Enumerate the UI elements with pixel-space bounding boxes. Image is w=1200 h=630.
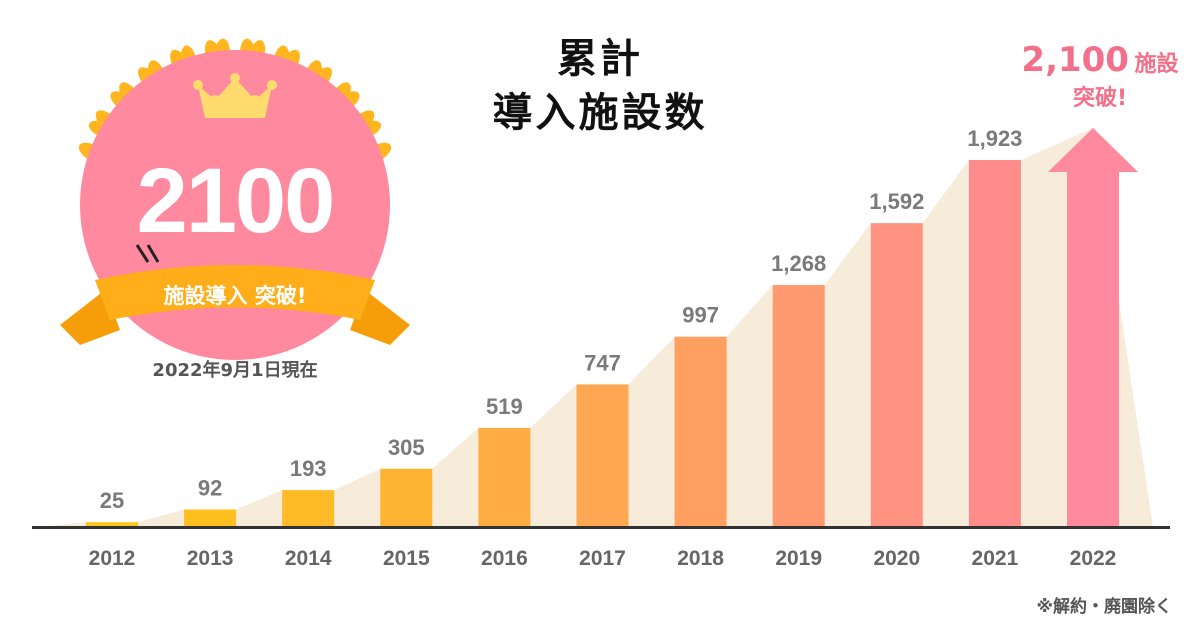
callout: 2,100 施設 突破! [1000, 40, 1200, 112]
character-leg [146, 244, 160, 263]
bar-2018 [674, 336, 727, 527]
crown-jewel [267, 80, 277, 90]
crown-jewel [210, 95, 220, 105]
tick-label-2017: 2017 [579, 547, 626, 570]
bar-2012 [86, 522, 138, 527]
bar-2014 [282, 490, 335, 527]
footnote: ※解約・廃園除く [1036, 597, 1172, 617]
tick-label-2015: 2015 [383, 547, 430, 570]
data-label-2015: 305 [388, 435, 425, 460]
crown-jewel [230, 73, 240, 83]
bar-2020 [870, 223, 923, 527]
character-leg [135, 244, 150, 263]
badge: 2100 施設導入 突破! [60, 38, 410, 360]
tick-label-2020: 2020 [873, 547, 920, 570]
data-label-2012: 25 [100, 488, 124, 513]
tick-label-2022: 2022 [1070, 547, 1117, 570]
tick-label-2018: 2018 [677, 547, 724, 570]
data-label-2021: 1,923 [967, 126, 1022, 151]
badge-number: 2100 [137, 150, 334, 252]
bar-2017 [576, 384, 629, 527]
title-line-2: 導入施設数 [492, 90, 708, 136]
tick-label-2016: 2016 [481, 547, 528, 570]
crown-icon [198, 78, 272, 118]
bar-2016 [478, 427, 531, 527]
crown-jewel [250, 95, 260, 105]
page-title: 累計 導入施設数 [440, 32, 760, 140]
data-label-2014: 193 [290, 456, 327, 481]
bar-2013 [184, 509, 237, 527]
arrow-2022 [1048, 128, 1138, 527]
callout-number: 2,100 [1021, 40, 1129, 80]
callout-text: 突破! [1072, 86, 1128, 111]
bar-2021 [968, 160, 1021, 527]
data-label-2016: 519 [486, 394, 523, 419]
bar-2019 [772, 285, 825, 527]
title-line-1: 累計 [557, 36, 643, 82]
ribbon [95, 265, 375, 320]
as-of-date: 2022年9月1日現在 [152, 360, 318, 381]
data-label-2019: 1,268 [771, 251, 826, 276]
data-label-2017: 747 [584, 350, 621, 375]
ribbon-text: 施設導入 突破! [164, 284, 307, 308]
crown-jewel [193, 80, 203, 90]
tick-label-2021: 2021 [972, 547, 1019, 570]
tick-label-2012: 2012 [89, 547, 136, 570]
bar-2015 [380, 468, 433, 527]
data-label-2013: 92 [198, 475, 222, 500]
x-axis [32, 526, 1170, 529]
tick-label-2013: 2013 [187, 547, 234, 570]
data-label-2018: 997 [682, 303, 719, 328]
tick-label-2019: 2019 [775, 547, 822, 570]
tick-label-2014: 2014 [285, 547, 332, 570]
data-label-2020: 1,592 [869, 189, 924, 214]
callout-unit: 施設 [1134, 52, 1179, 77]
